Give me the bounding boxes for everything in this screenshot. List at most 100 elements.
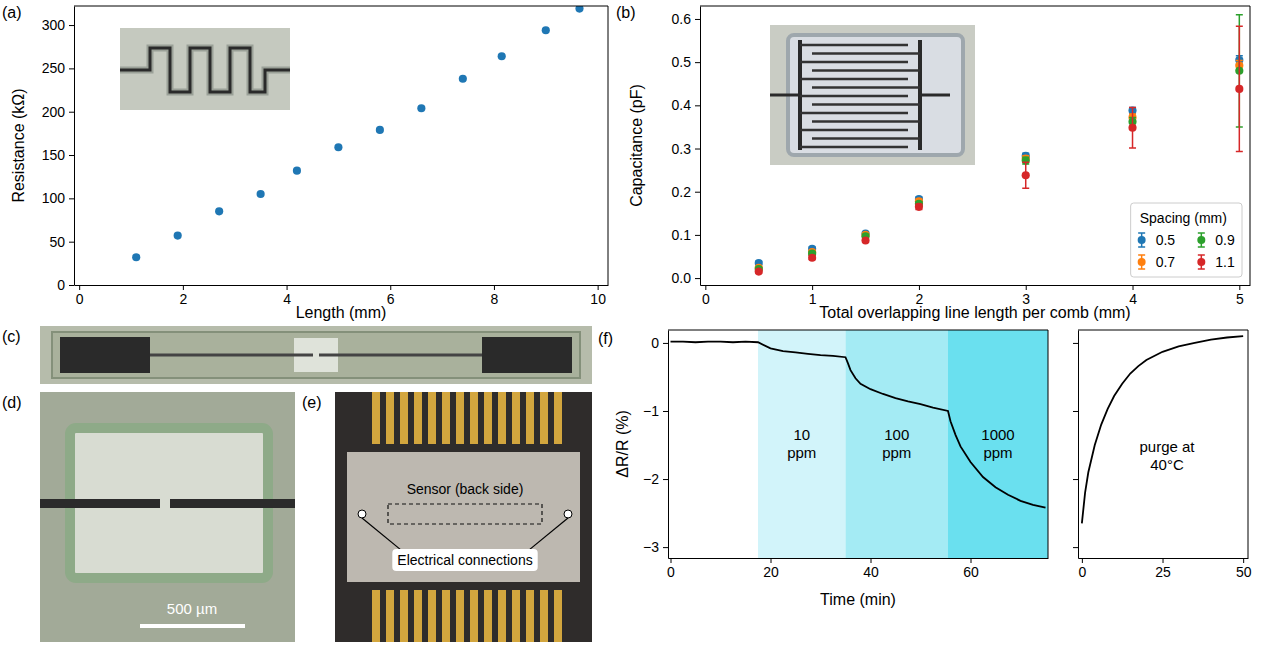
inset-finger	[812, 103, 920, 106]
error-bar	[1129, 107, 1136, 148]
plot-background	[700, 6, 1250, 285]
x-tick-mark	[183, 285, 184, 290]
photo-pin	[526, 590, 534, 642]
x-tick-label: 1	[809, 291, 817, 307]
y-tick: 200	[42, 104, 74, 120]
x-tick-mark	[1133, 285, 1134, 290]
y-axis-title: Capacitance (pF)	[628, 84, 645, 207]
legend-label: 0.7	[1156, 254, 1176, 270]
x-tick-label: 40	[863, 564, 879, 580]
inset-finger	[812, 52, 920, 55]
legend-symbol-bar	[1138, 233, 1145, 247]
photo-trace	[150, 354, 313, 357]
panel-label: (c)	[2, 328, 21, 345]
panel-label: (a)	[2, 4, 22, 21]
data-point	[376, 126, 384, 134]
x-tick: 50	[1236, 558, 1252, 580]
x-axis-line	[669, 558, 1049, 559]
inset-finger	[812, 137, 920, 140]
band-label: 1000ppm	[981, 426, 1014, 461]
x-tick-label: 0	[702, 291, 710, 307]
chart-panel: 10ppm100ppm1000ppm02040600−1−2−3Time (mi…	[598, 330, 1049, 608]
panel-label: (b)	[616, 4, 636, 21]
x-tick-label: 5	[1236, 291, 1244, 307]
y-tick-mark	[695, 192, 700, 193]
x-tick: 0	[1078, 558, 1086, 580]
photo-pin	[526, 392, 534, 444]
annotation: purge at40°C	[1139, 438, 1195, 473]
plot-marks	[1082, 336, 1243, 523]
legend-item: 0.7	[1138, 254, 1176, 270]
x-axis: 0204060	[667, 558, 1048, 580]
inset-trace	[770, 94, 800, 97]
inset-trace	[120, 48, 290, 92]
photo-contact	[564, 510, 572, 518]
y-tick-mark	[69, 242, 74, 243]
band	[948, 330, 1048, 558]
plot-background	[74, 6, 608, 285]
x-tick-label: 0	[667, 564, 675, 580]
photo-pin	[554, 392, 562, 444]
x-tick: 1	[809, 285, 817, 307]
photo-c: (c)	[2, 326, 592, 384]
photo-pin	[414, 392, 422, 444]
y-tick-mark	[663, 343, 668, 344]
legend-item: 0.5	[1138, 232, 1176, 248]
x-tick-label: 0	[1078, 564, 1086, 580]
y-axis-title: Resistance (kΩ)	[10, 88, 27, 202]
photo-e: (e)Sensor (back side)Electrical connecti…	[302, 392, 592, 642]
band-label-line: ppm	[787, 444, 816, 461]
x-tick-mark	[919, 285, 920, 290]
y-tick: 150	[42, 147, 74, 163]
x-tick: 0	[702, 285, 710, 307]
data-point	[861, 236, 869, 244]
frame-right	[1048, 330, 1049, 558]
legend-symbol-bar	[1198, 233, 1205, 247]
y-tick-label: 50	[49, 234, 65, 250]
photo-electrode	[170, 499, 295, 508]
y-tick: −2	[643, 471, 668, 487]
legend-symbol	[1138, 258, 1146, 266]
legend-title: Spacing (mm)	[1140, 210, 1227, 226]
label-box	[392, 549, 537, 571]
plot-marks	[755, 15, 1244, 276]
photo-electrode	[40, 499, 160, 508]
y-tick: 0.5	[672, 54, 700, 70]
y-tick-mark	[695, 149, 700, 150]
x-tick: 8	[491, 285, 499, 307]
data-point	[1022, 171, 1030, 179]
y-tick: 0.4	[672, 97, 700, 113]
frame-top	[1078, 330, 1248, 331]
x-axis-title: Total overlapping line length per comb (…	[819, 304, 1130, 321]
data-point	[459, 75, 467, 83]
x-axis-line	[75, 285, 609, 286]
x-tick-label: 10	[590, 291, 606, 307]
x-tick: 25	[1155, 558, 1171, 580]
x-tick-mark	[971, 558, 972, 563]
y-tick-label: 0.0	[672, 270, 692, 286]
data-line	[671, 342, 1046, 508]
y-tick: 0	[57, 277, 74, 293]
x-tick-label: 6	[387, 291, 395, 307]
photo-pin	[498, 590, 506, 642]
plot-texts: purge at40°C	[1139, 438, 1195, 473]
x-tick-label: 50	[1236, 564, 1252, 580]
photo-pin	[470, 590, 478, 642]
y-tick: 250	[42, 60, 74, 76]
photo-pin	[512, 392, 520, 444]
x-tick: 6	[387, 285, 395, 307]
panel-label: (d)	[2, 394, 22, 411]
plot-texts: 10ppm100ppm1000ppm	[787, 426, 1015, 461]
photo-pin	[428, 392, 436, 444]
x-tick-label: 4	[283, 291, 291, 307]
y-axis: 0−1−2−3	[643, 331, 668, 559]
y-tick: 0.1	[672, 227, 700, 243]
inset-photo	[770, 25, 975, 165]
inset-frame	[788, 35, 963, 155]
x-tick-mark	[1239, 285, 1240, 290]
x-tick-label: 60	[963, 564, 979, 580]
y-tick: 50	[49, 234, 74, 250]
y-tick-label: 0.3	[672, 141, 692, 157]
photo-label: Electrical connections	[397, 552, 532, 568]
x-tick: 10	[590, 285, 606, 307]
